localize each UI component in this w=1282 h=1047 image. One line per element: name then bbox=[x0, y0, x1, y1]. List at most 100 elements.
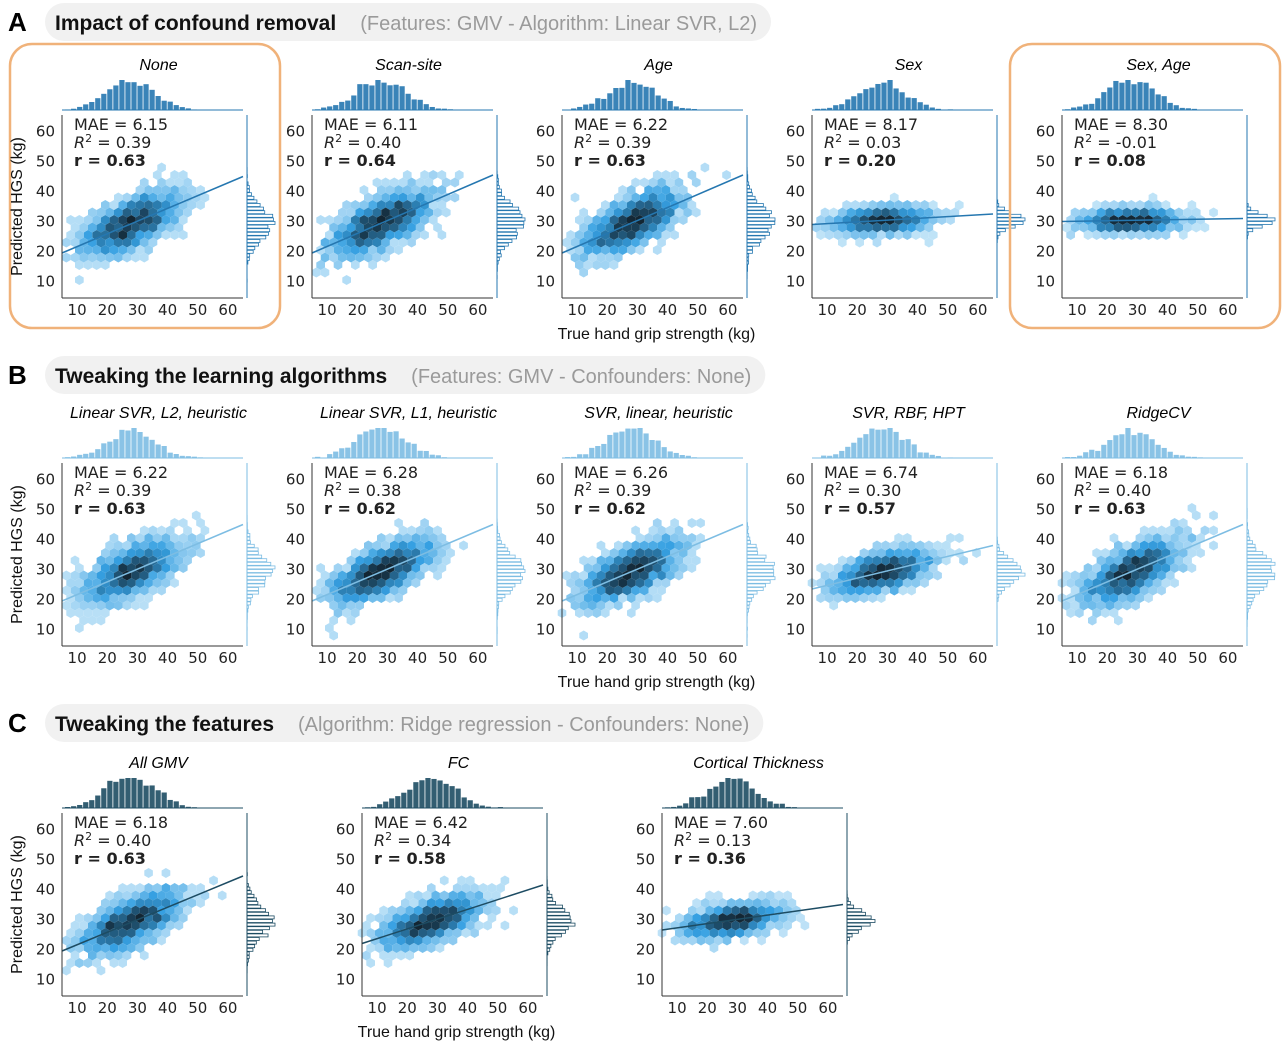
hexbin bbox=[346, 252, 356, 263]
hexbin bbox=[437, 563, 447, 573]
hexbin bbox=[428, 563, 438, 573]
right-hist-bar bbox=[846, 929, 859, 934]
hexbin bbox=[127, 230, 136, 240]
right-hist-bar bbox=[996, 224, 1016, 229]
hexbin bbox=[66, 230, 75, 240]
right-hist-bar bbox=[496, 199, 511, 204]
top-hist-bar bbox=[893, 88, 899, 110]
r2-value: = 0.38 bbox=[342, 481, 401, 500]
x-tick-label: 50 bbox=[438, 301, 457, 319]
y-tick-label: 10 bbox=[636, 971, 655, 989]
hexbin bbox=[414, 935, 423, 946]
hexbin bbox=[401, 913, 410, 923]
hexbin bbox=[674, 192, 684, 203]
hexbin bbox=[396, 905, 406, 916]
r-label: r = 0.58 bbox=[374, 849, 446, 868]
r2-label: R2 = 0.30 bbox=[824, 480, 901, 500]
mae-label: MAE = 6.74 bbox=[824, 463, 918, 482]
top-hist-bar bbox=[911, 444, 917, 458]
hexbin bbox=[372, 207, 382, 218]
right-hist-bar bbox=[746, 590, 758, 595]
top-hist-bar bbox=[1131, 435, 1137, 458]
hexbin bbox=[355, 237, 364, 248]
hexbin bbox=[351, 260, 360, 270]
hexbin bbox=[859, 578, 869, 588]
hexbin bbox=[1152, 563, 1162, 573]
hexbin bbox=[196, 518, 205, 528]
hexbin bbox=[200, 525, 210, 536]
right-hist-bar bbox=[246, 890, 252, 895]
hexbin bbox=[420, 230, 429, 240]
right-hist-bar bbox=[246, 565, 276, 570]
hexbin bbox=[1165, 207, 1175, 218]
top-hist-bar bbox=[1107, 87, 1113, 110]
hexbin bbox=[774, 920, 784, 931]
r2-symbol: R bbox=[74, 481, 85, 500]
top-hist-bar bbox=[1155, 444, 1161, 458]
right-hist-bar bbox=[246, 217, 274, 222]
hexbin bbox=[596, 252, 606, 263]
hexbin bbox=[705, 905, 714, 916]
x-tick-label: 20 bbox=[1098, 301, 1117, 319]
hexbin bbox=[200, 192, 210, 203]
panel-title: Scan-site bbox=[375, 57, 442, 74]
top-hist-bar bbox=[731, 778, 737, 808]
hexbin bbox=[433, 540, 442, 551]
top-hist-bar bbox=[381, 428, 387, 458]
hexbin bbox=[170, 230, 179, 240]
hexbin bbox=[881, 570, 890, 581]
hexbin bbox=[312, 267, 321, 278]
hexbin bbox=[1148, 222, 1158, 233]
hexbin bbox=[1109, 230, 1119, 240]
hexbin bbox=[1109, 563, 1119, 573]
right-hist-bar bbox=[496, 235, 517, 240]
hexbin bbox=[131, 920, 140, 931]
y-tick-label: 10 bbox=[336, 971, 355, 989]
hexbin bbox=[62, 585, 71, 596]
y-tick-label: 40 bbox=[36, 881, 55, 899]
right-hist-bar bbox=[846, 933, 853, 938]
hexbin bbox=[101, 215, 110, 225]
top-hist-bar bbox=[101, 443, 107, 458]
x-tick-label: 30 bbox=[878, 649, 897, 667]
hexbin bbox=[872, 540, 882, 551]
hexbin bbox=[114, 207, 123, 218]
hexbin bbox=[118, 578, 127, 588]
x-tick-label: 30 bbox=[378, 301, 397, 319]
hexbin bbox=[415, 570, 425, 581]
hexbin bbox=[902, 533, 912, 543]
hexbin bbox=[855, 585, 864, 596]
right-hist-bar bbox=[496, 540, 502, 545]
hexbin bbox=[609, 260, 619, 270]
hexbin bbox=[139, 905, 149, 916]
top-hist-bar bbox=[393, 431, 399, 458]
r2-symbol: R bbox=[374, 831, 385, 850]
hexbin bbox=[114, 950, 123, 961]
hexbin bbox=[338, 570, 347, 581]
top-hist-bar bbox=[429, 106, 435, 110]
hexbin bbox=[62, 965, 71, 976]
right-hist-bar bbox=[246, 940, 257, 945]
hexbin bbox=[1209, 207, 1218, 218]
hexbin bbox=[705, 935, 714, 946]
x-tick-label: 10 bbox=[568, 301, 587, 319]
hexbin bbox=[355, 570, 364, 581]
hexbin bbox=[372, 177, 382, 188]
hexbin bbox=[431, 935, 440, 946]
hexbin bbox=[868, 200, 877, 210]
top-hist-bar bbox=[327, 454, 333, 458]
hexbin bbox=[329, 630, 338, 641]
top-hist-bar bbox=[119, 80, 125, 110]
top-hist-bar bbox=[1077, 455, 1083, 458]
hexbin bbox=[618, 245, 627, 255]
hexbin bbox=[920, 230, 929, 240]
top-hist-bar bbox=[423, 104, 429, 110]
hexbin bbox=[1170, 533, 1179, 543]
top-hist-bar bbox=[1173, 105, 1179, 110]
hexbin bbox=[196, 533, 205, 543]
hexbin bbox=[683, 913, 693, 923]
hexbin bbox=[859, 200, 869, 210]
hexbin bbox=[161, 215, 171, 225]
r2-power: 2 bbox=[335, 480, 342, 493]
r-label: r = 0.63 bbox=[74, 849, 146, 868]
